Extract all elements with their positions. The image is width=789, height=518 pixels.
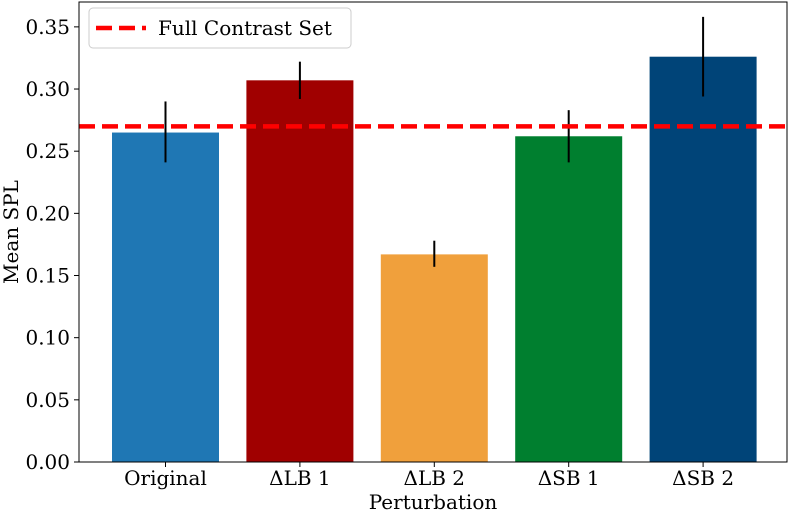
- y-tick-label-4: 0.20: [25, 201, 70, 225]
- y-tick-label-2: 0.10: [25, 326, 70, 350]
- bar-0: [112, 132, 219, 463]
- y-tick-label-0: 0.00: [25, 450, 70, 474]
- x-axis-label: Perturbation: [369, 490, 498, 514]
- x-tick-label-0: Original: [124, 466, 207, 490]
- y-tick-label-1: 0.05: [25, 388, 70, 412]
- y-tick-label-6: 0.30: [25, 77, 70, 101]
- bar-3: [515, 136, 623, 462]
- axes-group: 0.00 0.05 0.10 0.15 0.20 0.25 0.30 0.35 Original…: [25, 1, 788, 490]
- x-tick-label-2: ΔLB 2: [404, 466, 466, 490]
- y-tick-label-3: 0.15: [25, 264, 70, 288]
- x-tick-label-1: ΔLB 1: [269, 466, 331, 490]
- legend[interactable]: Full Contrast Set: [88, 7, 352, 49]
- y-tick-label-7: 0.35: [25, 15, 70, 39]
- error-bars-group: [164, 16, 705, 267]
- y-axis-label: Mean SPL: [0, 180, 23, 284]
- bar-4: [649, 56, 757, 463]
- bar-1: [246, 80, 354, 462]
- legend-box: [88, 7, 352, 49]
- axes-frame: [78, 1, 788, 463]
- bars-group: [112, 56, 757, 463]
- legend-label: Full Contrast Set: [158, 16, 332, 40]
- x-tick-label-4: ΔSB 2: [672, 466, 734, 490]
- bar-2: [380, 254, 488, 462]
- y-tick-label-5: 0.25: [25, 139, 70, 163]
- x-tick-label-3: ΔSB 1: [538, 466, 600, 490]
